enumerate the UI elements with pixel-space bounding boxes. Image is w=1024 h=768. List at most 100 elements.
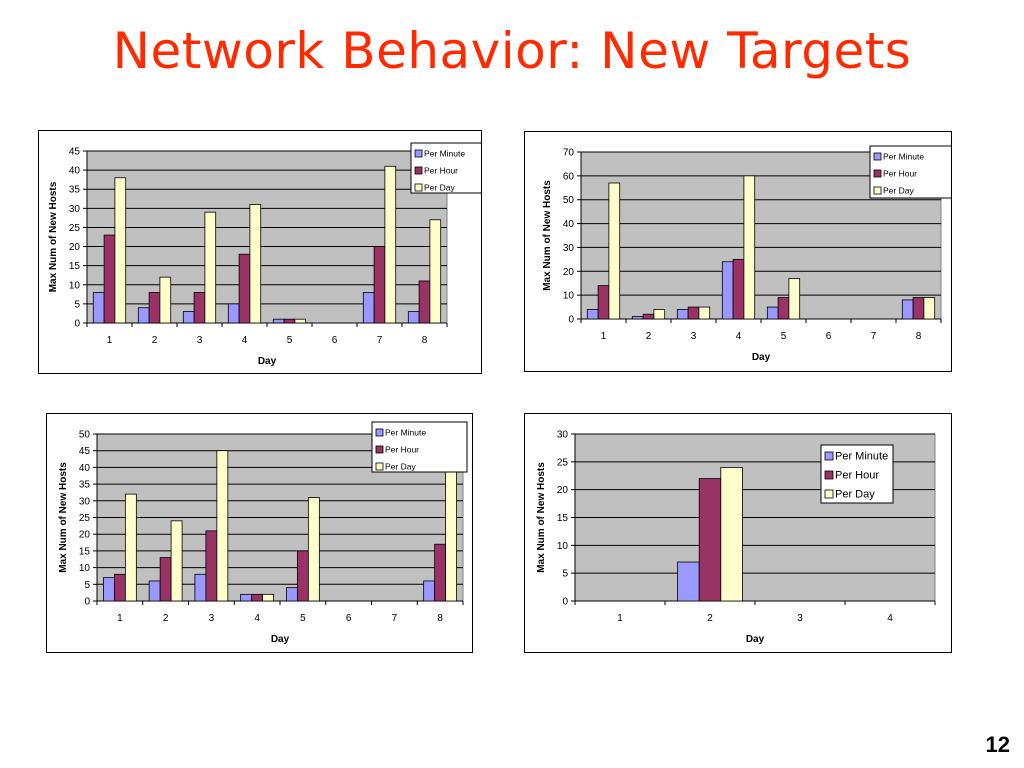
x-axis-title: Day (271, 634, 290, 645)
legend-label: Per Minute (424, 149, 465, 159)
bar (676, 309, 689, 320)
bar (307, 497, 320, 602)
bar (418, 280, 431, 324)
bar (677, 561, 700, 602)
legend-label: Per Minute (883, 152, 924, 162)
legend: Per Minute Per Hour Per Day (820, 444, 894, 504)
y-tick-label: 30 (69, 204, 81, 215)
y-tick-label: 25 (79, 513, 91, 524)
y-tick-label: 15 (557, 513, 569, 524)
y-tick-label: 5 (562, 569, 568, 580)
bar (216, 450, 229, 602)
bar (148, 292, 161, 324)
legend-swatch (824, 451, 834, 461)
legend-swatch (873, 186, 882, 195)
legend: Per Minute Per Hour Per Day (371, 421, 468, 473)
y-tick-label: 50 (79, 430, 91, 441)
y-tick-label: 40 (79, 463, 91, 474)
bar (124, 493, 137, 602)
y-axis-title: Max Num of New Hosts (48, 181, 59, 292)
y-tick-label: 70 (563, 148, 575, 159)
y-tick-label: 30 (563, 243, 575, 254)
legend: Per Minute Per Hour Per Day (410, 142, 481, 194)
bar (296, 550, 309, 602)
bar (238, 253, 251, 324)
y-tick-label: 40 (69, 166, 81, 177)
y-tick-label: 10 (563, 291, 575, 302)
bar (743, 175, 756, 320)
x-tick-label: 7 (377, 335, 383, 346)
y-tick-label: 0 (74, 319, 80, 330)
bar (113, 573, 126, 602)
legend-label: Per Hour (424, 166, 458, 176)
y-tick-label: 0 (84, 597, 90, 608)
x-tick-label: 7 (392, 613, 398, 624)
y-tick-label: 60 (563, 171, 575, 182)
legend-label: Per Minute (835, 451, 888, 463)
y-tick-label: 15 (79, 546, 91, 557)
x-tick-label: 2 (163, 613, 169, 624)
y-tick-label: 25 (557, 457, 569, 468)
x-tick-label: 3 (691, 331, 697, 342)
bar (137, 307, 150, 324)
y-tick-label: 30 (79, 496, 91, 507)
x-tick-label: 4 (242, 335, 248, 346)
legend-label: Per Minute (385, 428, 426, 438)
y-tick-label: 20 (563, 267, 575, 278)
chart-svg: 0 10 20 30 40 50 60 70 1 2 3 4 5 6 7 8 Day Max Num of New… (542, 145, 951, 363)
bar (182, 311, 195, 324)
legend-swatch (414, 149, 423, 158)
legend-label: Per Day (835, 489, 875, 501)
chart-top-right: 0 10 20 30 40 50 60 70 1 2 3 4 5 6 7 8 Day Max Num of New… (524, 131, 952, 372)
bar (642, 313, 655, 320)
bar (193, 292, 206, 324)
bar (170, 520, 183, 602)
bar (586, 309, 599, 320)
bar (373, 246, 386, 324)
y-axis-title: Max Num of New Hosts (542, 180, 553, 291)
page-number: 12 (985, 732, 1010, 757)
y-tick-label: 10 (557, 541, 569, 552)
y-tick-label: 30 (557, 430, 569, 441)
legend-swatch (414, 166, 423, 175)
bar (653, 309, 666, 320)
x-tick-label: 6 (346, 613, 352, 624)
y-tick-label: 20 (557, 485, 569, 496)
bar (283, 318, 296, 324)
y-tick-label: 20 (79, 530, 91, 541)
y-tick-label: 5 (74, 299, 80, 310)
slide-title: Network Behavior: New Targets (112, 22, 912, 80)
legend-box (410, 142, 481, 194)
legend-label: Per Day (385, 462, 416, 472)
chart-svg: 0 5 10 15 20 25 30 1 2 3 4 Day Max Num of New Hosts P… (536, 430, 936, 645)
bar (286, 587, 298, 602)
legend-swatch (375, 428, 384, 437)
bar (240, 593, 253, 602)
legend-label: Per Hour (883, 169, 917, 179)
y-tick-label: 25 (69, 223, 81, 234)
y-tick-label: 0 (568, 315, 574, 326)
bar (272, 318, 285, 324)
y-axis-title: Max Num of New Hosts (58, 462, 69, 573)
legend-box (371, 421, 468, 473)
x-tick-label: 3 (797, 613, 803, 624)
y-tick-label: 0 (562, 597, 568, 608)
legend-swatch (824, 470, 834, 480)
bar (777, 297, 790, 320)
x-axis-title: Day (752, 352, 771, 363)
x-tick-label: 2 (707, 613, 713, 624)
y-axis-title: Max Num of New Hosts (536, 462, 547, 573)
y-tick-label: 10 (79, 563, 91, 574)
chart-bottom-right: 0 5 10 15 20 25 30 1 2 3 4 Day Max Num of New Hosts P… (524, 413, 952, 653)
bar (912, 297, 925, 320)
x-tick-label: 7 (871, 331, 877, 342)
bar (159, 557, 172, 602)
x-tick-label: 6 (332, 335, 338, 346)
bar (262, 593, 274, 602)
bar (384, 165, 397, 324)
bar (148, 580, 161, 602)
y-tick-label: 50 (563, 195, 575, 206)
bar (631, 316, 644, 320)
bar (732, 258, 745, 320)
y-tick-label: 10 (69, 280, 81, 291)
